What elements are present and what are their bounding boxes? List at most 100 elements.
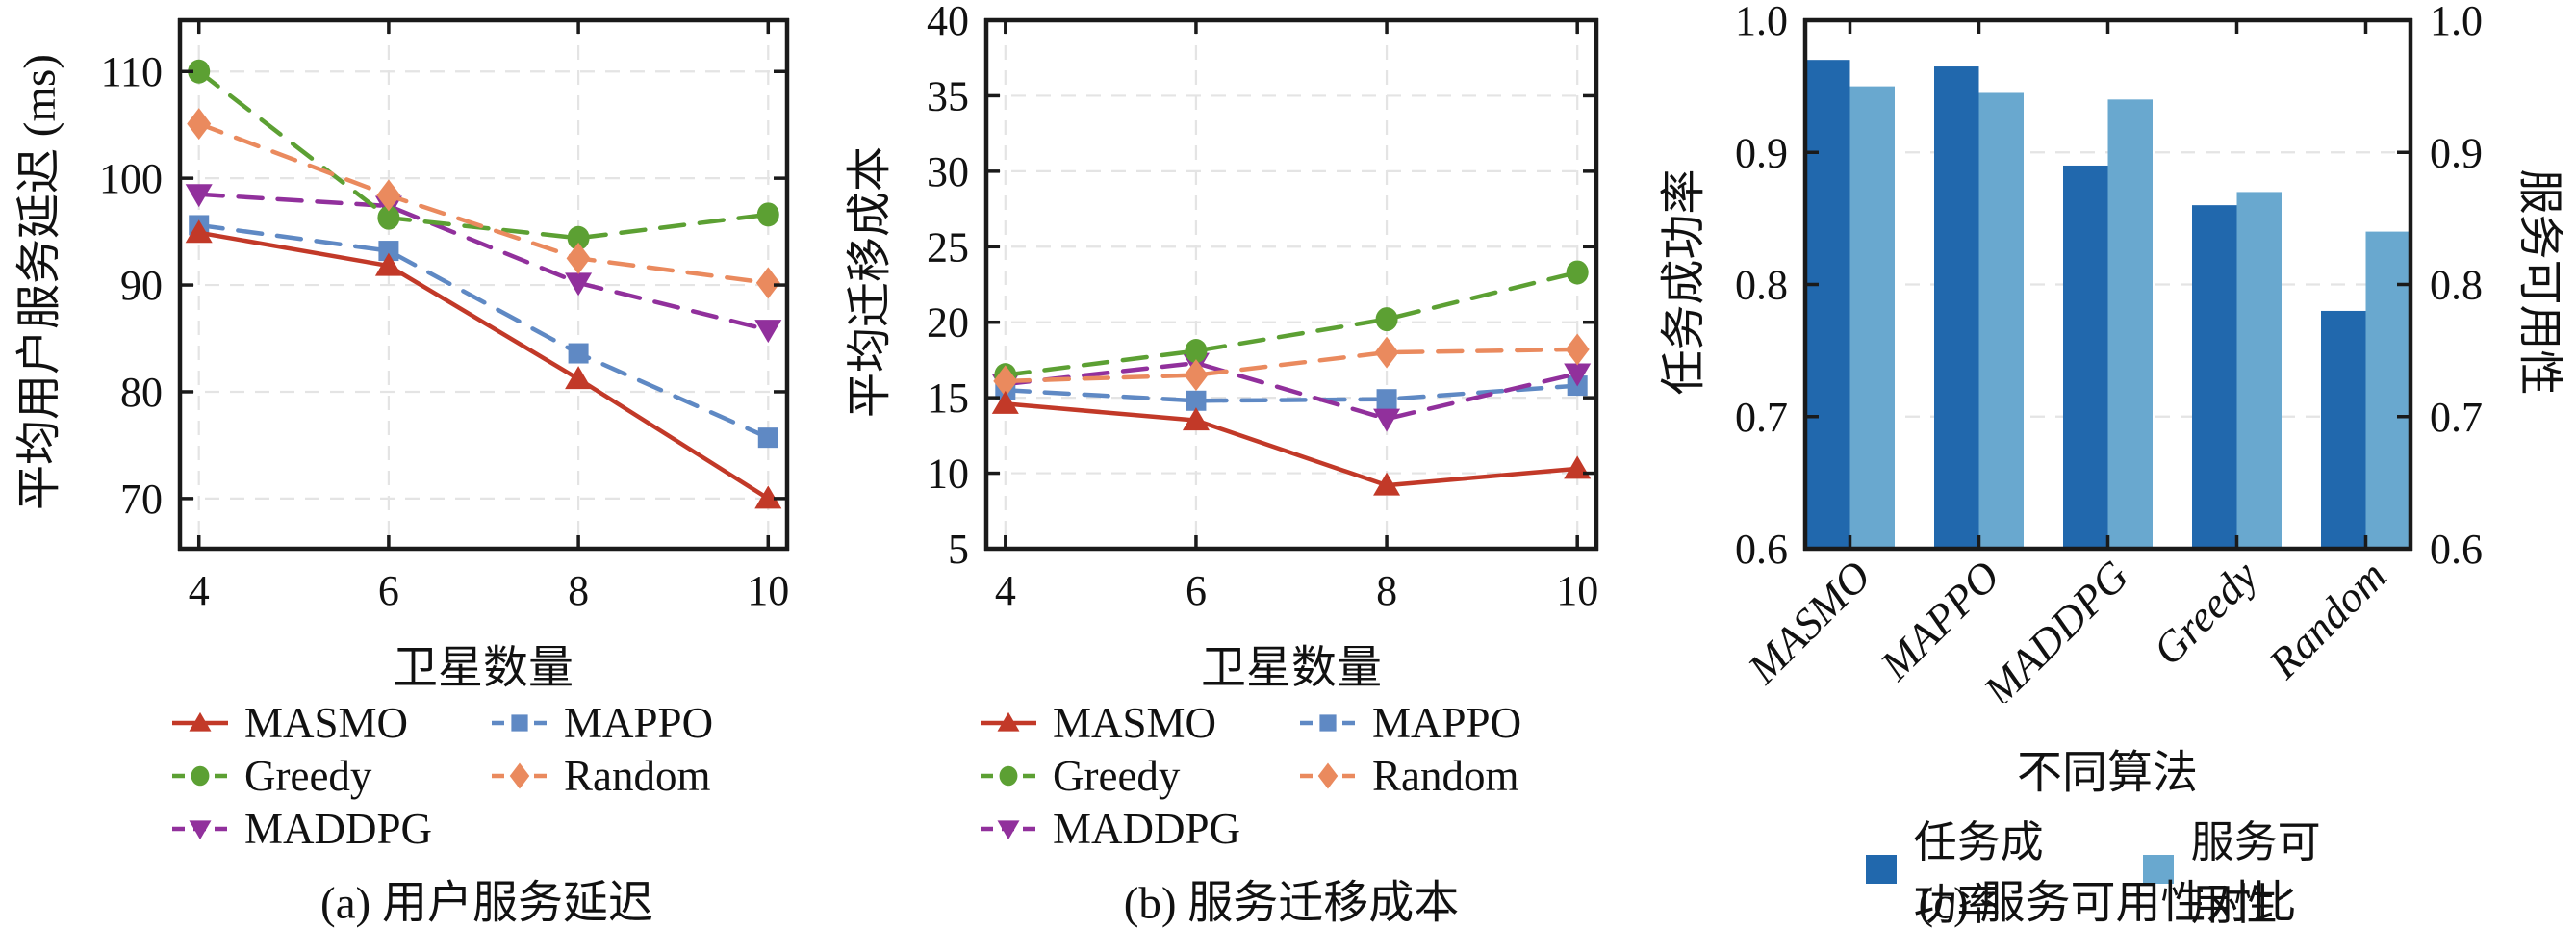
- tick-label: 6: [1186, 567, 1207, 614]
- tick-label: 4: [189, 567, 210, 614]
- tick-label: 0.8: [2430, 262, 2483, 309]
- diamond-marker: [1374, 336, 1399, 369]
- chart-b-y-axis-title: 平均迁移成本: [845, 146, 896, 418]
- axes: [177, 17, 790, 552]
- legend-swatch-icon: [1866, 855, 1897, 884]
- legend-item-MAPPO: MAPPO: [489, 699, 808, 747]
- chart-b-legend: MASMO MAPPO Greedy Random MADDPG: [978, 699, 1617, 853]
- circle-marker: [999, 765, 1018, 787]
- legend-marker-diamond-icon: [1300, 762, 1356, 789]
- circle-marker: [188, 59, 211, 84]
- tick-label: 0.6: [1735, 526, 1788, 573]
- gridlines: [180, 20, 787, 549]
- legend-marker-triangle-down-icon: [981, 820, 1036, 840]
- legend-item-MADDPG: MADDPG: [169, 805, 489, 853]
- triangle-down-marker: [1564, 363, 1592, 387]
- tick-label: 25: [927, 223, 969, 271]
- bars: [1805, 60, 2410, 550]
- chart-c-legend: 任务成功率 服务可用性: [1866, 807, 2339, 929]
- legend-item-MASMO: MASMO: [169, 699, 489, 747]
- series-MADDPG: [185, 184, 782, 344]
- legend-label: MAPPO: [564, 699, 714, 747]
- bar-MASMO-服务可用性: [1849, 86, 1895, 549]
- bar-MADDPG-任务成功率: [2063, 165, 2108, 549]
- legend-label: 任务成功率: [1913, 818, 2044, 929]
- tick-label: MADDPG: [1974, 552, 2137, 703]
- legend-label: MADDPG: [1053, 805, 1241, 853]
- legend-marker-square-icon: [492, 714, 548, 732]
- axes: [1802, 17, 2413, 552]
- tick-label: 70: [120, 476, 163, 523]
- legend-item-MADDPG: MADDPG: [978, 805, 1297, 853]
- chart-a-canvas: 70 80 90 100 110 4 6 8 10: [99, 17, 790, 614]
- chart-a-legend: MASMO MAPPO Greedy Random MADDPG: [169, 699, 808, 853]
- series-MASMO: [991, 390, 1592, 496]
- diamond-marker: [1184, 359, 1209, 392]
- diamond-marker: [509, 762, 530, 789]
- legend-label: MAPPO: [1372, 699, 1522, 747]
- circle-marker: [756, 202, 779, 227]
- tick-label: 1.0: [1735, 0, 1788, 44]
- legend-label: Random: [564, 752, 711, 800]
- tick-label: 10: [747, 567, 789, 614]
- tick-label: 10: [927, 451, 969, 498]
- gridlines: [986, 20, 1596, 549]
- chart-c-caption: (c) 服务可用性对比: [1918, 878, 2297, 929]
- chart-c-right-y-axis-title: 服务可用性: [2513, 168, 2564, 396]
- triangle-up-marker: [754, 485, 782, 509]
- legend-marker-triangle-down-icon: [172, 820, 228, 840]
- chart-c-x-axis-title: 不同算法: [2017, 748, 2198, 799]
- legend-item-MAPPO: MAPPO: [1297, 699, 1617, 747]
- diamond-marker: [376, 179, 401, 212]
- chart-a-y-axis-title: 平均用户服务延迟 (ms): [14, 54, 65, 510]
- bar-Random-服务可用性: [2365, 231, 2410, 549]
- chart-c-left-y-axis-title: 任务成功率: [1659, 168, 1710, 396]
- triangle-down-marker: [1373, 408, 1401, 432]
- legend-label: MASMO: [244, 699, 409, 747]
- legend-label: Greedy: [244, 752, 372, 800]
- tick-label: 0.7: [1735, 394, 1788, 441]
- legend-marker-square-icon: [1300, 714, 1356, 732]
- square-marker: [378, 241, 399, 262]
- chart-a-caption: (a) 用户服务延迟: [320, 878, 653, 929]
- tick-label: 0.8: [1735, 262, 1788, 309]
- legend-item-Random: Random: [489, 752, 808, 800]
- legend-item-Random: Random: [1297, 752, 1617, 800]
- diamond-marker: [1317, 762, 1339, 789]
- diamond-marker: [1565, 333, 1590, 366]
- tick-label: 80: [120, 369, 163, 416]
- tick-label: Greedy: [2144, 552, 2267, 675]
- legend-marker-triangle-up-icon: [981, 711, 1036, 732]
- triangle-down-marker: [997, 820, 1020, 840]
- series-MAPPO: [189, 215, 778, 449]
- legend-label: Random: [1372, 752, 1519, 800]
- square-marker: [1186, 390, 1207, 411]
- tick-label: 5: [948, 526, 969, 573]
- tick-label: 8: [568, 567, 589, 614]
- tick-label: 0.6: [2430, 526, 2483, 573]
- square-marker: [1319, 714, 1337, 732]
- tick-label: 35: [927, 72, 969, 119]
- bar-Greedy-任务成功率: [2192, 205, 2237, 549]
- tick-label: 15: [927, 374, 969, 422]
- legend-swatch-icon: [2143, 855, 2174, 884]
- bar-Greedy-服务可用性: [2236, 192, 2282, 550]
- legend-marker-circle-icon: [172, 765, 228, 787]
- legend-item-任务成功率: 任务成功率: [1866, 807, 2062, 929]
- diamond-marker: [187, 108, 212, 141]
- tick-label: 90: [120, 262, 163, 309]
- tick-label: 110: [101, 48, 163, 95]
- triangle-up-marker: [565, 366, 593, 390]
- tick-label: 0.7: [2430, 394, 2483, 441]
- circle-marker: [1566, 260, 1589, 285]
- triangle-up-marker: [1182, 407, 1210, 431]
- circle-marker: [377, 205, 400, 230]
- diamond-marker: [566, 242, 591, 274]
- legend-item-服务可用性: 服务可用性: [2143, 807, 2339, 929]
- series-Random: [187, 108, 780, 299]
- circle-marker: [1185, 339, 1208, 364]
- tick-label: 8: [1376, 567, 1397, 614]
- tick-label: 0.9: [2430, 129, 2483, 176]
- circle-marker: [1375, 307, 1398, 332]
